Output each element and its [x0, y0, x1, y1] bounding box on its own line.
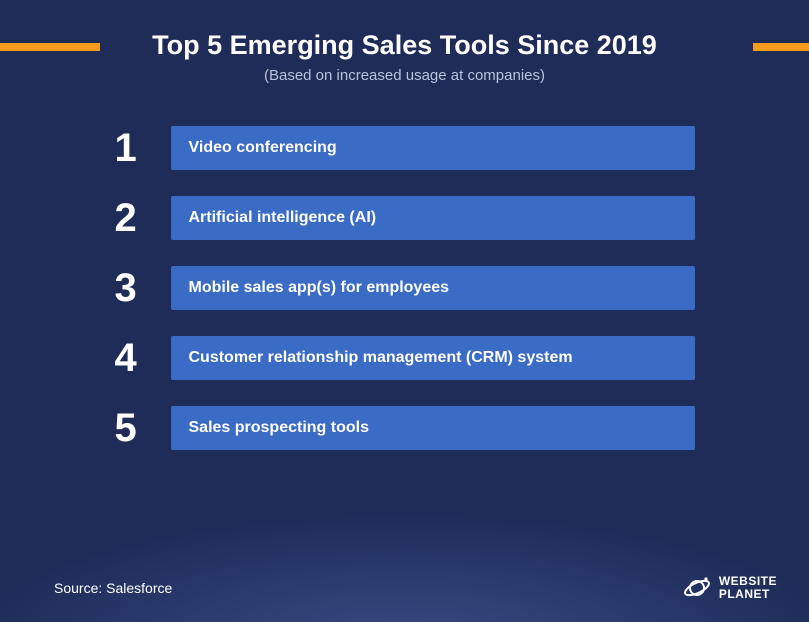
brand-logo: WEBSITE PLANET: [683, 574, 777, 602]
rank-number: 3: [115, 268, 171, 308]
rank-label: Mobile sales app(s) for employees: [171, 266, 695, 310]
source-text: Source: Salesforce: [54, 580, 172, 596]
rank-label: Artificial intelligence (AI): [171, 196, 695, 240]
rank-label: Sales prospecting tools: [171, 406, 695, 450]
list-item: 3 Mobile sales app(s) for employees: [115, 266, 695, 310]
footer: Source: Salesforce WEBSITE PLANET: [0, 556, 809, 622]
rank-number: 1: [115, 128, 171, 168]
list-item: 2 Artificial intelligence (AI): [115, 196, 695, 240]
list-item: 4 Customer relationship management (CRM)…: [115, 336, 695, 380]
planet-icon: [683, 574, 711, 602]
rank-label: Video conferencing: [171, 126, 695, 170]
header: Top 5 Emerging Sales Tools Since 2019 (B…: [0, 0, 809, 84]
rank-number: 4: [115, 338, 171, 378]
rank-number: 5: [115, 408, 171, 448]
ranked-list: 1 Video conferencing 2 Artificial intell…: [115, 126, 695, 450]
accent-bar-right: [753, 43, 809, 51]
rank-number: 2: [115, 198, 171, 238]
page-title: Top 5 Emerging Sales Tools Since 2019: [0, 30, 809, 61]
brand-text: WEBSITE PLANET: [719, 575, 777, 601]
list-item: 1 Video conferencing: [115, 126, 695, 170]
accent-bar-left: [0, 43, 100, 51]
rank-label: Customer relationship management (CRM) s…: [171, 336, 695, 380]
brand-line-2: PLANET: [719, 588, 777, 601]
list-item: 5 Sales prospecting tools: [115, 406, 695, 450]
page-subtitle: (Based on increased usage at companies): [0, 67, 809, 84]
